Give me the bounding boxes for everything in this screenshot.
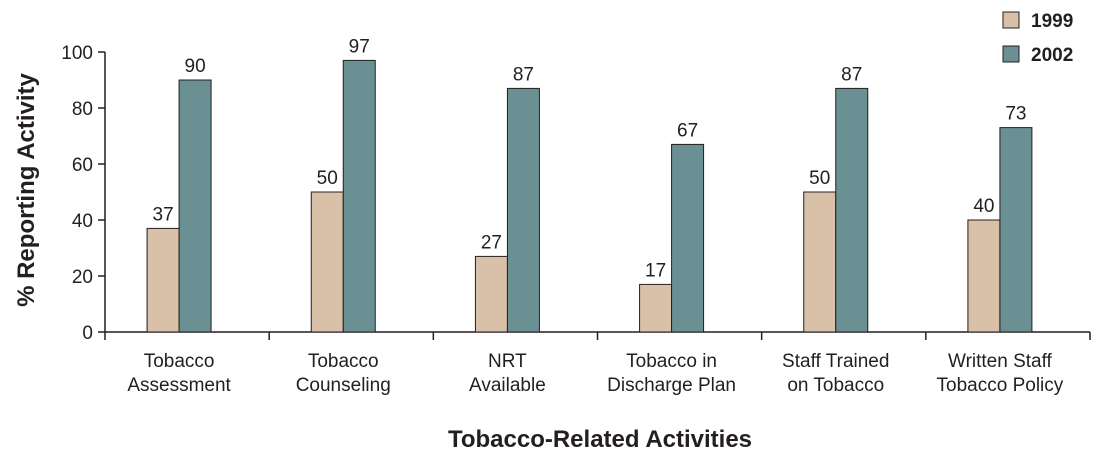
bar-2002 — [835, 87, 869, 333]
y-axis-title: % Reporting Activity — [13, 72, 40, 306]
y-tick-label: 60 — [72, 155, 93, 176]
data-label-1999: 50 — [317, 168, 338, 189]
y-tick-label: 100 — [61, 43, 93, 64]
y-tick-label: 80 — [72, 99, 93, 120]
legend: 1999 2002 — [1002, 11, 1073, 66]
bar-2002 — [178, 79, 212, 333]
data-label-2002: 97 — [349, 36, 370, 57]
data-label-1999: 50 — [809, 168, 830, 189]
bars: 37 90 50 97 27 87 17 67 50 87 40 73 — [146, 36, 1033, 333]
bar-2002 — [342, 59, 376, 333]
x-tick-label: Tobacco Counseling — [296, 351, 391, 396]
x-tick-label: Tobacco Assessment — [127, 351, 231, 396]
y-axis: 0 20 40 60 80 100 — [61, 43, 106, 344]
bar-2002 — [671, 143, 705, 333]
bar-1999 — [310, 191, 344, 333]
x-tick-label: Staff Trained on Tobacco — [782, 351, 889, 396]
x-tick-label: Written Staff Tobacco Policy — [937, 351, 1064, 396]
bar-1999 — [967, 219, 1001, 333]
y-tick-label: 40 — [72, 211, 93, 232]
x-tick-label: Tobacco in Discharge Plan — [607, 351, 736, 396]
legend-label: 2002 — [1031, 45, 1073, 66]
bar-1999 — [146, 227, 180, 333]
data-label-2002: 87 — [513, 64, 534, 85]
data-label-2002: 87 — [841, 64, 862, 85]
bar-1999 — [474, 255, 508, 333]
data-label-1999: 17 — [645, 260, 666, 281]
legend-label: 1999 — [1031, 11, 1073, 32]
legend-swatch — [1002, 11, 1020, 29]
data-label-1999: 37 — [153, 204, 174, 225]
data-label-2002: 90 — [185, 56, 206, 77]
x-axis-title: Tobacco-Related Activities — [448, 426, 752, 453]
bar-1999 — [803, 191, 837, 333]
data-label-1999: 27 — [481, 232, 502, 253]
data-label-2002: 73 — [1005, 104, 1026, 125]
bar-1999 — [639, 283, 673, 333]
legend-swatch — [1002, 45, 1020, 63]
x-axis: Tobacco Assessment Tobacco Counseling NRT Ava… — [104, 331, 1091, 396]
data-label-2002: 67 — [677, 120, 698, 141]
bar-2002 — [506, 87, 540, 333]
x-tick-label: NRT Available — [469, 351, 546, 396]
y-tick-label: 20 — [72, 267, 93, 288]
y-tick-label: 0 — [82, 323, 93, 344]
bar-2002 — [999, 127, 1033, 333]
data-label-1999: 40 — [973, 196, 994, 217]
